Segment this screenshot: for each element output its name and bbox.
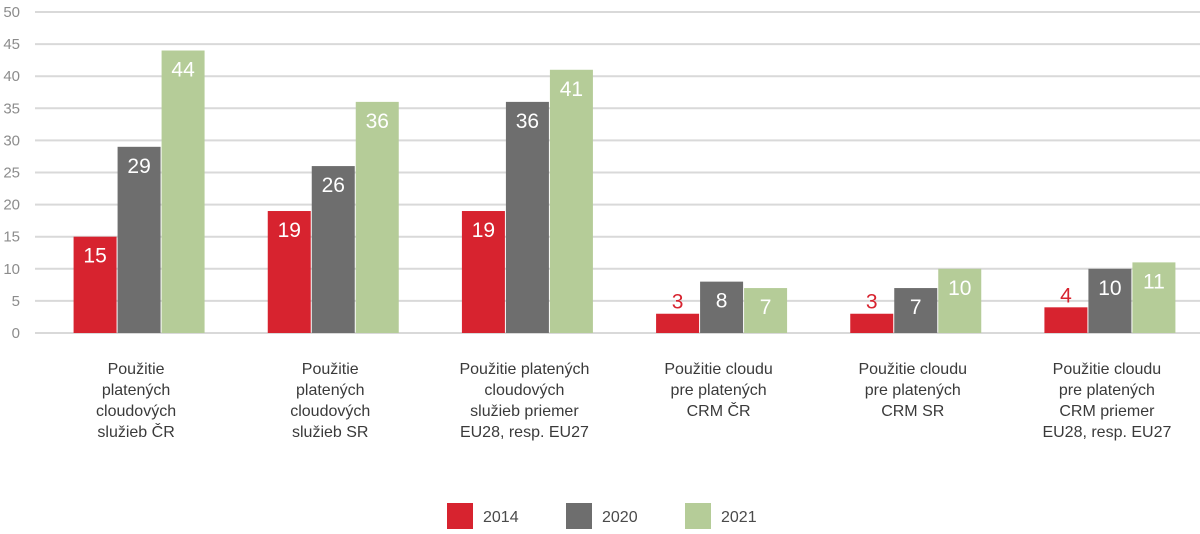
bar-2020 — [311, 166, 355, 333]
data-label: 19 — [278, 219, 301, 242]
bar-2014 — [267, 211, 311, 333]
bar-2021 — [549, 69, 593, 333]
y-tick-label: 0 — [12, 325, 20, 342]
x-category-label: CRM SR — [881, 403, 944, 420]
x-category-label: CRM ČR — [687, 401, 751, 420]
bar-2020 — [117, 146, 161, 333]
x-category-label: Použitie cloudu — [1053, 361, 1162, 378]
data-label: 10 — [1098, 277, 1121, 300]
bar-2014 — [73, 236, 117, 333]
data-label: 10 — [948, 277, 971, 300]
y-tick-label: 20 — [3, 197, 20, 214]
bar-2020 — [894, 288, 938, 333]
data-label: 7 — [760, 296, 772, 319]
x-category-label: pre platených — [671, 382, 767, 399]
legend-swatch-2021 — [685, 503, 711, 529]
y-axis: 0 5 10 15 20 25 30 35 40 45 50 — [3, 4, 20, 342]
bar-2021 — [161, 50, 205, 334]
y-tick-label: 15 — [3, 229, 20, 246]
data-label: 3 — [672, 291, 684, 314]
bar-2014 — [656, 313, 700, 333]
data-label: 26 — [322, 174, 345, 197]
bar-2021 — [744, 288, 788, 333]
legend: 2014 2020 2021 — [447, 503, 757, 529]
y-tick-label: 25 — [3, 165, 20, 182]
data-label: 36 — [366, 110, 389, 133]
x-category-label: Použitie platených — [459, 361, 589, 378]
data-label: 19 — [472, 219, 495, 242]
data-label: 15 — [83, 245, 106, 268]
y-tick-label: 45 — [3, 36, 20, 53]
gridlines — [35, 11, 1200, 334]
x-category-label: služieb ČR — [97, 422, 174, 441]
y-tick-label: 50 — [3, 4, 20, 21]
bar-2020 — [700, 281, 744, 333]
data-label: 41 — [560, 78, 583, 101]
x-category-label: Použitie cloudu — [664, 361, 773, 378]
x-category-label: cloudových — [96, 403, 176, 420]
data-label: 8 — [716, 290, 728, 313]
x-category-label: Použitie — [108, 361, 165, 378]
data-label: 36 — [516, 110, 539, 133]
legend-label: 2014 — [483, 509, 519, 526]
y-tick-label: 35 — [3, 100, 20, 117]
x-axis: Použitie platených cloudových služieb ČR Pou… — [96, 361, 1171, 441]
y-tick-label: 40 — [3, 68, 20, 85]
x-category-label: pre platených — [865, 382, 961, 399]
bar-2020 — [505, 101, 549, 333]
x-category-label: platených — [102, 382, 171, 399]
x-category-label: Použitie — [302, 361, 359, 378]
x-category-label: EU28, resp. EU27 — [1042, 424, 1171, 441]
y-tick-label: 10 — [3, 261, 20, 278]
x-category-label: EU28, resp. EU27 — [460, 424, 589, 441]
x-category-label: služieb priemer — [470, 403, 579, 420]
bars: 15 29 44 19 26 36 19 36 41 3 8 7 3 7 10 4 10 11 — [73, 50, 1176, 334]
x-category-label: Použitie cloudu — [858, 361, 967, 378]
bar-2014 — [1044, 307, 1088, 333]
bar-2014 — [850, 313, 894, 333]
data-label: 44 — [171, 59, 195, 82]
x-category-label: cloudových — [484, 382, 564, 399]
data-label: 3 — [866, 291, 878, 314]
bar-2021 — [938, 268, 982, 333]
x-category-label: cloudových — [290, 403, 370, 420]
x-category-label: platených — [296, 382, 365, 399]
x-category-label: služieb SR — [292, 424, 368, 441]
bar-2020 — [1088, 268, 1132, 333]
legend-label: 2021 — [721, 509, 757, 526]
bar-2021 — [1132, 262, 1176, 333]
x-category-label: pre platených — [1059, 382, 1155, 399]
data-label: 7 — [910, 296, 922, 319]
bar-2021 — [355, 101, 399, 333]
data-label: 11 — [1143, 270, 1165, 293]
x-category-label: CRM priemer — [1059, 403, 1155, 420]
y-tick-label: 30 — [3, 132, 20, 149]
bar-2014 — [461, 211, 505, 333]
legend-label: 2020 — [602, 509, 638, 526]
y-tick-label: 5 — [12, 293, 20, 310]
data-label: 4 — [1060, 284, 1072, 307]
data-label: 29 — [127, 155, 150, 178]
legend-swatch-2014 — [447, 503, 473, 529]
legend-swatch-2020 — [566, 503, 592, 529]
